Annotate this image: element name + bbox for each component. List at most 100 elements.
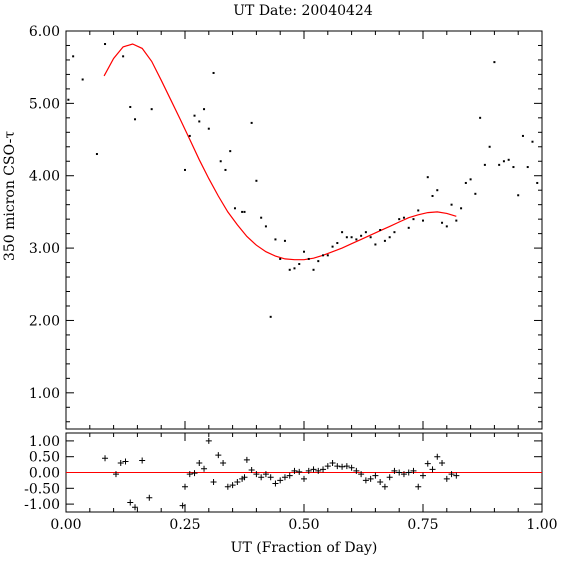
residual-point: [448, 471, 455, 478]
residual-ticks: -1.00-0.500.000.501.000.00 0.25 0.50 0.75 1.…: [24, 433, 558, 533]
data-point: [81, 78, 84, 81]
data-point: [198, 120, 201, 123]
residual-point: [258, 474, 265, 481]
data-point: [260, 216, 263, 219]
residual-point: [381, 483, 388, 490]
residual-point: [339, 463, 346, 470]
residual-point: [215, 452, 222, 459]
data-point: [229, 150, 232, 153]
data-point: [283, 239, 286, 242]
data-point: [250, 121, 253, 124]
data-point: [241, 210, 244, 213]
residual-point: [443, 475, 450, 482]
data-point: [134, 118, 137, 121]
data-point: [507, 158, 510, 161]
residual-point: [396, 469, 403, 476]
data-point: [350, 236, 353, 239]
residual-y-tick-label: 1.00: [29, 434, 60, 450]
data-point: [450, 203, 453, 206]
residual-point: [410, 467, 417, 474]
residual-point: [415, 483, 422, 490]
residual-point: [191, 470, 198, 477]
residual-y-tick-label: 0.50: [29, 450, 60, 466]
residual-point: [220, 460, 227, 467]
x-axis-label: UT (Fraction of Day): [231, 540, 378, 556]
data-points-group: [67, 43, 539, 318]
data-point: [243, 210, 246, 213]
data-point: [345, 236, 348, 239]
data-point: [72, 55, 75, 58]
data-point: [517, 194, 520, 197]
data-point: [312, 268, 315, 271]
x-tick-label: 0.50: [288, 517, 319, 533]
residual-point: [253, 471, 260, 478]
residual-point: [343, 463, 350, 470]
residual-point: [229, 482, 236, 489]
residual-point: [320, 466, 327, 473]
data-point: [279, 257, 282, 260]
data-point: [264, 225, 267, 228]
residual-point: [291, 467, 298, 474]
residual-point: [362, 477, 369, 484]
data-point: [322, 254, 325, 257]
residual-point: [117, 460, 124, 467]
main-panel: 1.00 2.00 3.00 4.00 5.00 6.00: [29, 24, 543, 430]
y-tick-label: 2.00: [29, 313, 60, 329]
residual-point: [112, 471, 119, 478]
residual-point: [139, 457, 146, 464]
data-point: [67, 98, 70, 101]
residual-point: [296, 468, 303, 475]
residual-point: [301, 475, 307, 482]
data-point: [150, 108, 153, 111]
data-point: [483, 163, 486, 166]
data-point: [129, 105, 132, 108]
data-point: [422, 219, 424, 222]
x-tick-label: 0.75: [407, 517, 438, 533]
data-point: [512, 166, 515, 169]
data-point: [417, 209, 420, 212]
residual-point: [102, 455, 109, 462]
residual-point: [186, 471, 193, 478]
data-point: [374, 243, 377, 246]
residual-point: [122, 458, 129, 465]
residual-point: [424, 460, 431, 467]
residual-point: [243, 456, 250, 463]
data-point: [298, 263, 301, 266]
residual-point: [286, 472, 293, 479]
residual-point: [272, 480, 279, 487]
fit-curve-group: [103, 43, 457, 261]
residual-point: [358, 471, 365, 478]
data-point: [364, 231, 367, 234]
data-point: [531, 140, 534, 143]
data-point: [207, 127, 210, 130]
residual-point: [224, 483, 231, 490]
data-point: [488, 145, 491, 148]
data-point: [355, 238, 358, 241]
data-point: [255, 179, 258, 182]
fit-curve: [103, 43, 457, 261]
data-point: [269, 315, 272, 318]
data-point: [369, 236, 372, 239]
residual-point: [281, 474, 288, 481]
data-point: [303, 250, 305, 253]
residual-point: [248, 466, 255, 473]
data-point: [441, 221, 444, 224]
residual-points-group: [102, 437, 460, 511]
data-point: [460, 207, 463, 210]
data-point: [317, 260, 320, 263]
residual-point: [146, 494, 153, 501]
residual-point: [439, 460, 446, 467]
data-point: [274, 238, 277, 241]
data-point: [203, 108, 206, 111]
y-tick-label: 5.00: [29, 96, 60, 112]
data-point: [193, 114, 196, 117]
data-point: [331, 245, 334, 248]
residual-point: [391, 467, 398, 474]
residual-point: [262, 471, 269, 478]
residual-point: [267, 474, 274, 481]
y-tick-label: 1.00: [29, 386, 60, 402]
residual-point: [353, 467, 360, 474]
data-point: [288, 268, 291, 271]
data-point: [212, 71, 215, 74]
residual-point: [241, 474, 248, 481]
